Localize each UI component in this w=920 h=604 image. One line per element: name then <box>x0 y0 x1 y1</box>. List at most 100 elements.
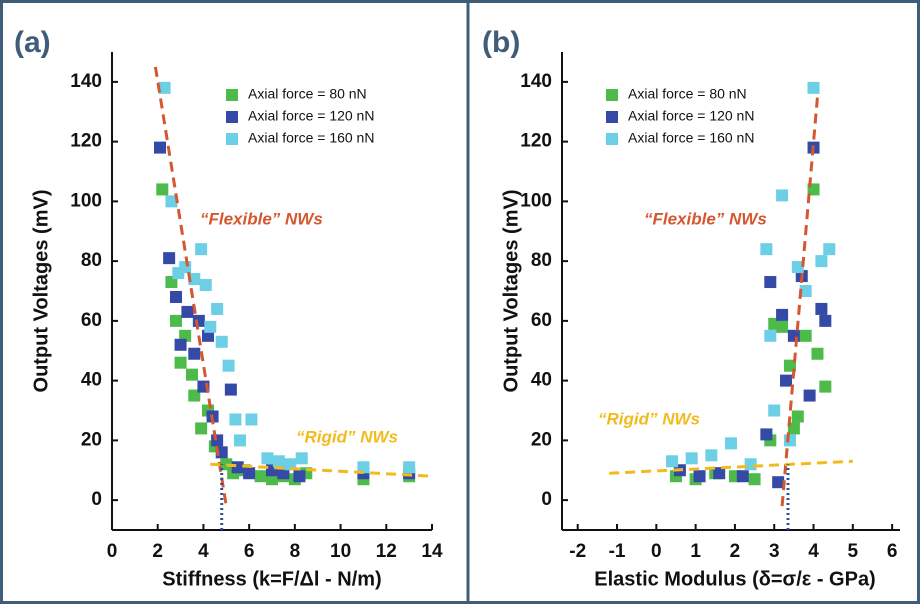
point <box>156 183 169 196</box>
x-tick-label: 4 <box>198 541 209 562</box>
legend-label: Axial force = 80 nN <box>628 86 747 102</box>
y-axis-label: Output Voltages (mV) <box>30 190 52 393</box>
y-tick-label: 140 <box>520 71 552 92</box>
x-tick-label: 4 <box>808 541 819 562</box>
point <box>693 470 706 483</box>
legend-swatch <box>606 89 618 101</box>
point <box>776 189 789 202</box>
point <box>154 141 166 154</box>
point <box>204 320 217 333</box>
x-tick-label: -1 <box>609 541 626 562</box>
point <box>744 458 757 471</box>
point <box>293 470 306 483</box>
point <box>780 374 793 387</box>
annotation: “Rigid” NWs <box>598 409 700 428</box>
point <box>165 195 178 208</box>
point <box>188 389 201 402</box>
point <box>158 81 171 94</box>
legend-swatch <box>226 89 238 101</box>
point <box>666 455 679 468</box>
point <box>725 437 737 450</box>
point <box>224 383 237 396</box>
y-tick-label: 120 <box>70 131 102 152</box>
point <box>799 329 812 342</box>
x-tick-label: 1 <box>690 541 701 562</box>
point <box>760 243 773 256</box>
x-axis-label: Elastic Modulus (δ=σ/ε - GPa) <box>594 568 875 590</box>
trend-line <box>210 462 433 478</box>
point <box>815 255 828 268</box>
y-tick-label: 120 <box>520 131 552 152</box>
x-tick-label: 3 <box>769 541 780 562</box>
point <box>783 434 796 447</box>
point <box>791 410 804 423</box>
point <box>222 359 235 372</box>
point <box>188 273 201 286</box>
point <box>807 81 820 94</box>
point <box>776 320 789 333</box>
x-tick-label: 2 <box>152 541 163 562</box>
point <box>705 449 718 462</box>
point <box>211 302 224 315</box>
point <box>811 347 824 360</box>
y-tick-label: 100 <box>70 190 102 211</box>
point <box>170 314 182 327</box>
point <box>764 329 777 342</box>
point <box>819 380 832 393</box>
legend-swatch <box>606 111 618 123</box>
y-tick-label: 140 <box>70 71 102 92</box>
point <box>195 243 208 256</box>
point <box>254 470 267 483</box>
legend-swatch <box>226 133 238 145</box>
trend-line <box>609 459 853 475</box>
point <box>192 314 205 327</box>
x-tick-label: 0 <box>107 541 118 562</box>
point <box>215 335 228 348</box>
point <box>170 290 182 303</box>
point <box>776 308 789 321</box>
x-tick-label: 10 <box>330 541 351 562</box>
legend-label: Axial force = 160 nN <box>628 130 754 146</box>
point <box>245 413 258 426</box>
y-tick-label: 60 <box>531 310 552 331</box>
point <box>803 389 816 402</box>
y-tick-label: 80 <box>531 250 552 271</box>
annotation: “Flexible” NWs <box>200 209 323 228</box>
x-tick-label: 0 <box>651 541 662 562</box>
point <box>748 473 761 486</box>
x-tick-label: 12 <box>376 541 397 562</box>
point <box>295 452 308 465</box>
y-tick-label: 100 <box>520 190 552 211</box>
point <box>768 404 781 417</box>
y-tick-label: 40 <box>81 370 102 391</box>
point <box>195 422 208 435</box>
legend-label: Axial force = 120 nN <box>248 108 374 124</box>
point <box>713 467 726 480</box>
annotation: “Rigid” NWs <box>296 427 398 446</box>
trend-line <box>153 66 228 507</box>
legend-swatch <box>226 111 238 123</box>
point <box>174 356 187 369</box>
y-tick-label: 40 <box>531 370 552 391</box>
point <box>403 461 416 474</box>
y-tick-label: 0 <box>541 489 552 510</box>
point <box>199 279 212 292</box>
x-tick-label: 6 <box>887 541 898 562</box>
point <box>186 368 198 381</box>
point <box>179 261 192 274</box>
point <box>799 285 812 297</box>
x-tick-label: -2 <box>569 541 586 562</box>
point <box>736 470 749 483</box>
point <box>261 452 274 465</box>
point <box>791 261 804 274</box>
legend-label: Axial force = 80 nN <box>248 86 367 102</box>
y-axis-label: Output Voltages (mV) <box>500 190 522 393</box>
x-tick-label: 5 <box>848 541 859 562</box>
point <box>181 305 194 318</box>
point <box>823 243 836 256</box>
trend-line <box>780 96 819 507</box>
point <box>815 302 828 315</box>
point <box>234 434 246 447</box>
point <box>229 413 242 426</box>
